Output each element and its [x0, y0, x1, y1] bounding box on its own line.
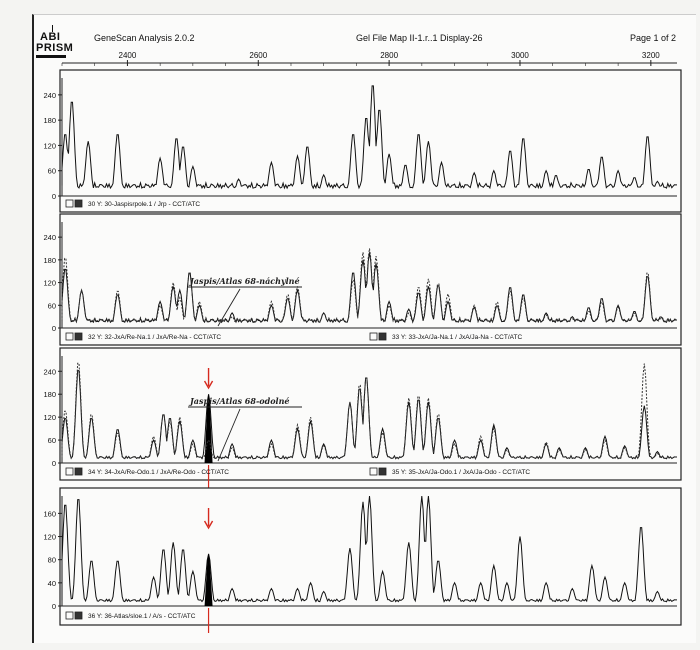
logo-abi-text: ABI — [40, 31, 61, 43]
lane-label: 34 Y: 34-JxA/Re-Odo.1 / JxA/Re-Odo - CCT… — [88, 469, 229, 476]
lane-color-swatch — [74, 611, 83, 620]
logo-underline — [36, 55, 66, 58]
note-pointer — [217, 288, 241, 327]
lane-checkbox — [65, 467, 74, 476]
lane-checkbox — [65, 332, 74, 341]
note-pointer — [217, 408, 241, 462]
y-tick-label-240: 240 — [43, 367, 56, 376]
page-label: Page 1 of 2 — [630, 33, 677, 43]
y-tick-label-60: 60 — [48, 167, 56, 176]
series-line-1 — [61, 495, 677, 603]
chart-panel-1: 0 60 120 180 240 30 Y: 30-Jaspisrpole.1 / Jrp… — [43, 69, 682, 213]
file-title: Gel File Map II-1.r..1 Display-26 — [356, 33, 483, 43]
lane-label: 35 Y: 35-JxA/Ja-Odo.1 / JxA/Ja-Odo - CCT… — [392, 469, 530, 476]
y-tick-label-240: 240 — [43, 233, 56, 242]
handwritten-note: Jaspis/Atlas 68-náchylné — [188, 276, 300, 286]
logo-mark-icon — [52, 25, 53, 32]
y-tick-label-40: 40 — [48, 579, 56, 588]
y-tick-label-0: 0 — [52, 459, 56, 468]
x-tick-label-2800: 2800 — [380, 51, 398, 60]
lane-label: 36 Y: 36-Atlas/sloe.1 / A/s - CCT/ATC — [88, 613, 196, 620]
lane-color-swatch — [378, 332, 387, 341]
y-tick-label-80: 80 — [48, 556, 56, 565]
y-tick-label-240: 240 — [43, 91, 56, 100]
lane-color-swatch — [74, 467, 83, 476]
lane-color-swatch — [378, 467, 387, 476]
panel-frame — [59, 347, 682, 481]
panel-frame — [59, 213, 682, 346]
lane-label: 32 Y: 32-JxA/Re-Na.1 / JxA/Re-Na - CCT/A… — [88, 334, 221, 341]
series-line-2 — [61, 362, 677, 460]
panel-frame — [59, 69, 682, 213]
y-tick-label-180: 180 — [43, 116, 56, 125]
lane-label: 33 Y: 33-JxA/Ja-Na.1 / JxA/Ja-Na - CCT/A… — [392, 334, 522, 341]
y-tick-label-180: 180 — [43, 390, 56, 399]
highlighted-peak — [204, 553, 213, 606]
lane-label: 30 Y: 30-Jaspisrpole.1 / Jrp - CCT/ATC — [88, 201, 200, 208]
app-title: GeneScan Analysis 2.0.2 — [94, 33, 195, 43]
lane-color-swatch — [74, 199, 83, 208]
panel-frame — [59, 487, 682, 626]
x-tick-label-2600: 2600 — [249, 51, 267, 60]
y-tick-label-60: 60 — [48, 436, 56, 445]
y-tick-label-120: 120 — [43, 141, 56, 150]
series-line-1 — [61, 252, 677, 324]
lane-checkbox — [369, 332, 378, 341]
y-tick-label-120: 120 — [43, 279, 56, 288]
lane-color-swatch — [74, 332, 83, 341]
series-line-2 — [61, 248, 677, 323]
y-tick-label-180: 180 — [43, 256, 56, 265]
marker-arrow-head — [203, 520, 214, 530]
y-tick-label-0: 0 — [52, 602, 56, 611]
y-tick-label-0: 0 — [52, 324, 56, 333]
chart-panel-2: 0 60 120 180 240 32 Y: 32-JxA/Re-Na.1 / JxA/R… — [43, 213, 682, 346]
y-tick-label-120: 120 — [43, 413, 56, 422]
series-line-1 — [61, 85, 677, 190]
y-tick-label-0: 0 — [52, 192, 56, 201]
marker-arrow-head — [203, 380, 214, 390]
chart-panel-4: 0 40 80 120 160 36 Y: 36-Atlas/sloe.1 / A/s -… — [43, 487, 682, 633]
x-tick-label-3200: 3200 — [642, 51, 660, 60]
x-tick-label-3000: 3000 — [511, 51, 529, 60]
y-tick-label-120: 120 — [43, 533, 56, 542]
lane-checkbox — [369, 467, 378, 476]
lane-checkbox — [65, 611, 74, 620]
logo-prism-text: PRISM — [36, 42, 74, 54]
handwritten-note: Jaspis/Atlas 68-odolné — [188, 396, 289, 406]
y-tick-label-60: 60 — [48, 301, 56, 310]
lane-checkbox — [65, 199, 74, 208]
y-tick-label-160: 160 — [43, 509, 56, 518]
x-tick-label-2400: 2400 — [119, 51, 137, 60]
chart-panel-3: 0 60 120 180 240 34 Y: 34-JxA/Re-Odo.1 / JxA/… — [43, 347, 682, 488]
